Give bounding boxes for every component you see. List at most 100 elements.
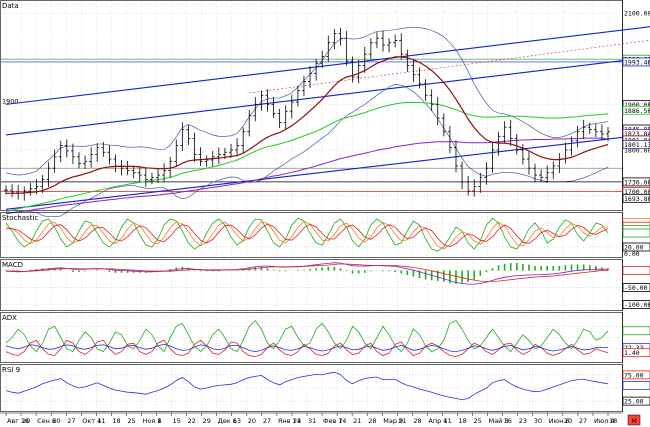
price-value-tag-label: 1730.00 <box>624 178 650 186</box>
price-value-tag <box>622 140 650 149</box>
price-channel-line <box>5 56 650 136</box>
stochastic-panel: Stochastic 20.000.00 <box>0 212 650 258</box>
price-value-tag <box>622 193 650 203</box>
x-tick-label: 25 <box>127 417 135 425</box>
x-tick-label: Май 3 <box>489 417 509 425</box>
price-value-tag-label: 1693.80 <box>624 195 650 203</box>
rsi-line <box>5 371 609 401</box>
adx-panel-title: ADX <box>2 314 17 322</box>
price-y-tick-label: 2100.00 <box>624 10 650 18</box>
price-bollinger-upper <box>5 27 609 176</box>
price-ma-green <box>5 102 609 213</box>
macd-value-tag <box>622 283 650 292</box>
adx-panel: ADX 22.331.40 <box>0 312 650 363</box>
price-ma-purple <box>5 137 609 215</box>
x-tick-label: 25 <box>474 417 482 425</box>
rsi-value-tag-label: 25.00 <box>624 398 644 406</box>
corner-label: M <box>631 417 637 425</box>
x-tick-label: 31 <box>308 417 316 425</box>
x-tick-label: 11 <box>443 417 451 425</box>
price-value-tag-label: 1900.00 <box>624 101 650 109</box>
x-tick-label: Фев 7 <box>323 417 343 425</box>
x-tick-label: Мар 9 <box>383 417 403 425</box>
price-panel: Data19002100.002000.001900.001800.001700… <box>0 0 650 217</box>
rsi-value-tag-label: 75.00 <box>624 371 644 379</box>
x-tick-label: 20 <box>248 417 256 425</box>
rsi-value-tag <box>622 370 650 380</box>
x-tick-label: 18 <box>112 417 120 425</box>
x-tick-label: Ноя 1 <box>142 417 161 425</box>
price-y-tick-label: 1800.00 <box>624 146 650 154</box>
macd-signal-line <box>5 263 609 282</box>
price-channel-line <box>5 26 650 105</box>
x-tick-label: Апр 4 <box>428 417 447 425</box>
x-tick-label: Июн 6 <box>549 417 570 425</box>
macd-value-tag <box>622 300 650 309</box>
price-ma-dark-red <box>6 56 609 194</box>
price-bollinger-lower <box>5 83 609 217</box>
stochastic-k-line <box>5 217 609 252</box>
macd-panel: MACD -50.00 -100.00 <box>0 259 650 311</box>
price-bars <box>4 27 610 201</box>
stochastic-value-tag <box>622 242 650 252</box>
x-tick-label: 27 <box>263 417 271 425</box>
x-tick-label: 23 <box>519 417 527 425</box>
macd-value-tag-label: -100.00 <box>624 301 650 309</box>
macd-value-tag-label: -50.00 <box>624 284 648 292</box>
x-tick-label: 22 <box>188 417 196 425</box>
adx-value-tag <box>622 348 650 358</box>
corner-box[interactable] <box>627 414 641 426</box>
x-tick-label: 18 <box>609 417 617 425</box>
x-tick-label: 24 <box>293 417 301 425</box>
x-tick-label: 13 <box>233 417 241 425</box>
x-tick-label: 20 <box>564 417 572 425</box>
x-tick-label: 16 <box>504 417 512 425</box>
stochastic-panel-title: Stochastic <box>2 214 38 222</box>
macd-value-tag <box>622 266 650 275</box>
x-tick-label: 18 <box>459 417 467 425</box>
price-panel-title: Data <box>2 2 19 10</box>
stochastic-value-tag <box>622 228 650 238</box>
x-tick-label: 21 <box>353 417 361 425</box>
x-tick-label: 11 <box>97 417 105 425</box>
price-value-tag-label: 1823.84 <box>624 130 650 138</box>
x-tick-label: Июл 4 <box>594 417 615 425</box>
x-tick-label: 20 <box>22 417 30 425</box>
x-tick-label: Янв 11 <box>278 417 301 425</box>
rsi-panel-title: RSI 9 <box>2 366 20 374</box>
stochastic-d-line <box>5 220 608 250</box>
x-tick-label: Сен 6 <box>37 417 56 425</box>
adx-value-tag <box>622 326 650 336</box>
price-value-tag-label: 1700.00 <box>624 188 650 196</box>
adx-value-tag-label: 22.33 <box>624 344 644 352</box>
x-tick-label: 28 <box>368 417 376 425</box>
x-tick-label: Окт 4 <box>82 417 101 425</box>
x-tick-label: 30 <box>534 417 542 425</box>
price-value-tag <box>622 57 650 67</box>
adx-green-line <box>5 319 609 353</box>
x-tick-label: 8 <box>158 417 162 425</box>
price-value-tag-label: 1801.13 <box>624 141 650 149</box>
x-tick-label: 14 <box>338 417 346 425</box>
x-tick-label: Дек 6 <box>218 417 237 425</box>
x-tick-label: Авг 16 <box>7 417 29 425</box>
x-tick-label: 15 <box>173 417 181 425</box>
adx-value-tag-label: 1.40 <box>624 349 640 357</box>
rsi-panel: RSI 9 75.00 25.00 <box>0 364 650 412</box>
price-value-tag <box>622 177 650 187</box>
price-channel-line <box>5 133 650 210</box>
price-value-tag <box>622 105 650 115</box>
price-value-tag-label: 1993.46 <box>624 58 650 66</box>
x-tick-label: 28 <box>413 417 421 425</box>
price-value-tag-label: 1886.50 <box>624 107 650 115</box>
adx-red-line <box>5 339 609 358</box>
x-tick-label: 20 <box>52 417 60 425</box>
x-tick-label: 27 <box>579 417 587 425</box>
macd-panel-title: MACD <box>2 261 23 269</box>
stochastic-value-tag-label: 20.00 <box>624 244 644 252</box>
price-left-label: 1900 <box>2 97 19 105</box>
x-tick-label: 21 <box>398 417 406 425</box>
adx-blue-line <box>5 343 608 353</box>
stochastic-slow-line <box>5 223 609 248</box>
